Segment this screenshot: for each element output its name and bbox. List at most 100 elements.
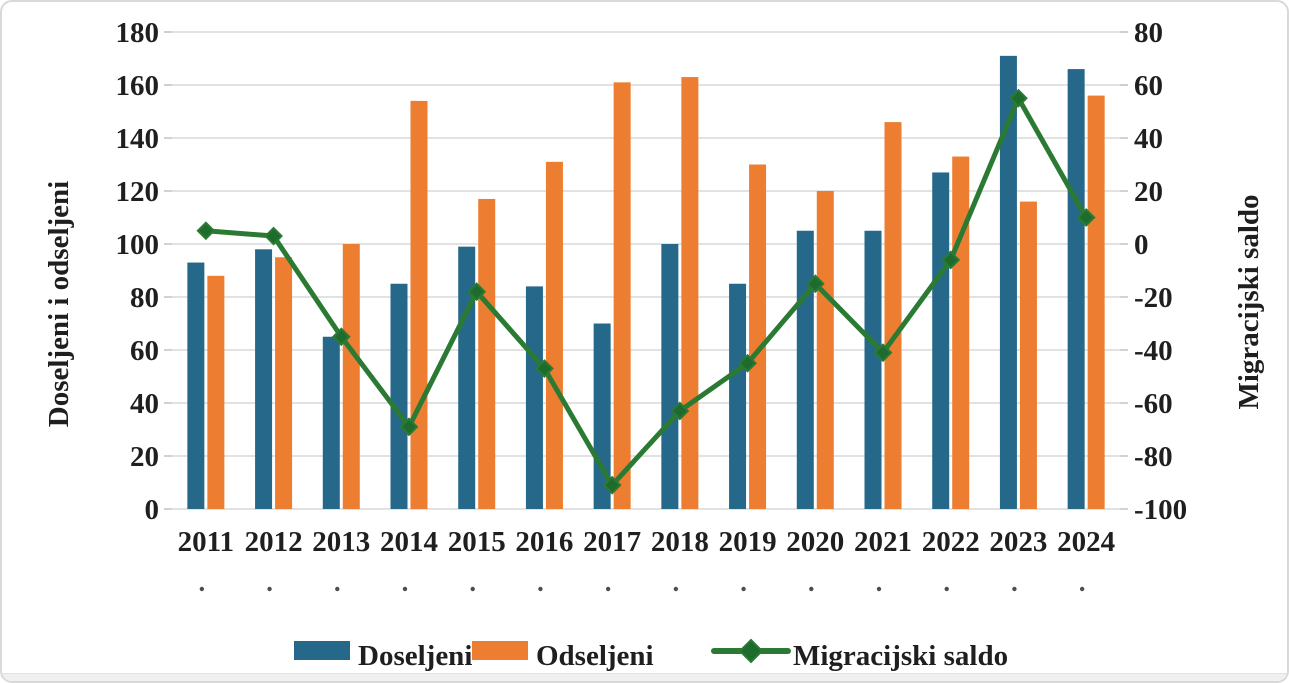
category-dot-2023 xyxy=(1012,586,1017,592)
year-label-2021: 2021 xyxy=(854,526,912,558)
bar-doseljeni-2016 xyxy=(525,286,543,509)
category-dot-2012 xyxy=(267,586,272,592)
line-marker-2017 xyxy=(602,475,622,495)
left-tick-label-140: 140 xyxy=(116,123,160,155)
right-tick-label-60: 60 xyxy=(1134,70,1163,102)
line-marker-2018 xyxy=(670,401,690,421)
left-tick-label-80: 80 xyxy=(130,282,159,314)
bar-doseljeni-2022 xyxy=(932,172,950,509)
year-label-2012: 2012 xyxy=(245,526,303,558)
bar-odseljeni-2022 xyxy=(952,156,970,510)
year-label-2017: 2017 xyxy=(583,526,641,558)
year-label-2022: 2022 xyxy=(922,526,980,558)
bar-odseljeni-2011 xyxy=(207,275,225,509)
right-tick-label-40: 40 xyxy=(1134,123,1163,155)
line-marker-2012 xyxy=(264,226,283,246)
category-dot-2013 xyxy=(335,586,340,592)
category-dot-2014 xyxy=(402,586,408,592)
right-tick-label-80: 80 xyxy=(1134,17,1163,49)
left-tick-label-60: 60 xyxy=(130,335,159,367)
year-label-2014: 2014 xyxy=(380,526,438,558)
bar-doseljeni-2023 xyxy=(999,55,1017,509)
bar-doseljeni-2024 xyxy=(1067,69,1085,509)
year-label-2011: 2011 xyxy=(178,526,234,558)
bar-odseljeni-2021 xyxy=(884,122,902,509)
left-tick-label-0: 0 xyxy=(145,494,160,526)
line-marker-2016 xyxy=(535,359,554,378)
year-label-2015: 2015 xyxy=(448,526,506,558)
bar-odseljeni-2012 xyxy=(275,257,293,509)
legend-label-migracijski-saldo: Migracijski saldo xyxy=(793,640,1008,672)
line-marker-2011 xyxy=(196,221,216,241)
category-dot-2015 xyxy=(470,586,475,592)
bar-odseljeni-2023 xyxy=(1019,201,1037,509)
line-marker-2015 xyxy=(467,282,487,302)
bottom-frame-edge xyxy=(2,673,1287,681)
left-tick-label-160: 160 xyxy=(116,70,160,102)
year-label-2023: 2023 xyxy=(989,526,1047,558)
right-axis-title: Migracijski saldo xyxy=(1233,194,1265,409)
legend: Doseljeni Odseljeni Migracijski saldo xyxy=(294,638,1008,672)
legend-swatch-doseljeni xyxy=(294,641,350,660)
left-tick-label-40: 40 xyxy=(130,388,159,420)
bar-doseljeni-2018 xyxy=(661,244,679,509)
category-dot-2022 xyxy=(944,586,949,592)
legend-label-odseljeni: Odseljeni xyxy=(536,640,654,672)
left-axis-title: Doseljeni i odseljeni xyxy=(43,181,75,428)
category-dot-2018 xyxy=(673,586,679,592)
bar-odseljeni-2024 xyxy=(1087,95,1105,509)
category-dot-2016 xyxy=(538,586,543,592)
legend-diamond-marker-icon xyxy=(738,638,764,664)
left-tick-label-20: 20 xyxy=(130,441,159,473)
bar-odseljeni-2014 xyxy=(410,100,428,510)
bar-doseljeni-2019 xyxy=(729,283,747,509)
year-label-2020: 2020 xyxy=(786,526,844,558)
bar-odseljeni-2016 xyxy=(545,161,563,509)
right-tick-label--60: -60 xyxy=(1134,388,1173,420)
year-label-2018: 2018 xyxy=(651,526,709,558)
year-label-2013: 2013 xyxy=(312,526,370,558)
bar-doseljeni-2013 xyxy=(322,336,340,509)
category-dot-2011 xyxy=(199,586,205,592)
right-tick-label-20: 20 xyxy=(1134,176,1163,208)
bar-doseljeni-2011 xyxy=(187,262,205,509)
line-marker-2021 xyxy=(873,343,893,363)
bar-odseljeni-2019 xyxy=(749,164,767,509)
year-label-2016: 2016 xyxy=(515,526,573,558)
year-label-2024: 2024 xyxy=(1057,526,1115,558)
bar-odseljeni-2015 xyxy=(478,198,496,509)
bar-odseljeni-2020 xyxy=(816,191,834,509)
line-marker-2013 xyxy=(331,327,351,347)
right-tick-label--40: -40 xyxy=(1134,335,1173,367)
line-marker-2024 xyxy=(1076,208,1096,227)
left-tick-label-100: 100 xyxy=(116,229,160,261)
category-dot-2017 xyxy=(605,586,611,592)
bar-doseljeni-2021 xyxy=(864,230,882,509)
year-label-2019: 2019 xyxy=(719,526,777,558)
right-tick-label--100: -100 xyxy=(1134,494,1187,526)
category-dot-2021 xyxy=(876,586,882,592)
line-marker-2014 xyxy=(399,417,419,437)
line-marker-2020 xyxy=(805,274,825,294)
right-tick-label--20: -20 xyxy=(1134,282,1173,314)
line-marker-2019 xyxy=(738,353,757,373)
bar-doseljeni-2020 xyxy=(796,230,814,509)
bar-odseljeni-2018 xyxy=(681,77,699,510)
legend-label-doseljeni: Doseljeni xyxy=(358,640,472,672)
right-tick-label-0: 0 xyxy=(1134,229,1149,261)
bar-odseljeni-2013 xyxy=(342,244,360,509)
line-marker-2022 xyxy=(941,250,961,270)
migration-line xyxy=(203,95,1089,488)
line-marker-2023 xyxy=(1009,88,1028,108)
bar-odseljeni-2017 xyxy=(613,82,631,509)
bar-doseljeni-2012 xyxy=(255,249,273,510)
legend-swatch-odseljeni xyxy=(472,641,528,660)
category-dot-2024 xyxy=(1079,586,1085,592)
left-tick-label-120: 120 xyxy=(116,176,160,208)
right-tick-label--80: -80 xyxy=(1134,441,1173,473)
left-tick-label-180: 180 xyxy=(116,17,160,49)
bar-doseljeni-2015 xyxy=(458,246,476,509)
category-dot-2019 xyxy=(741,586,746,592)
